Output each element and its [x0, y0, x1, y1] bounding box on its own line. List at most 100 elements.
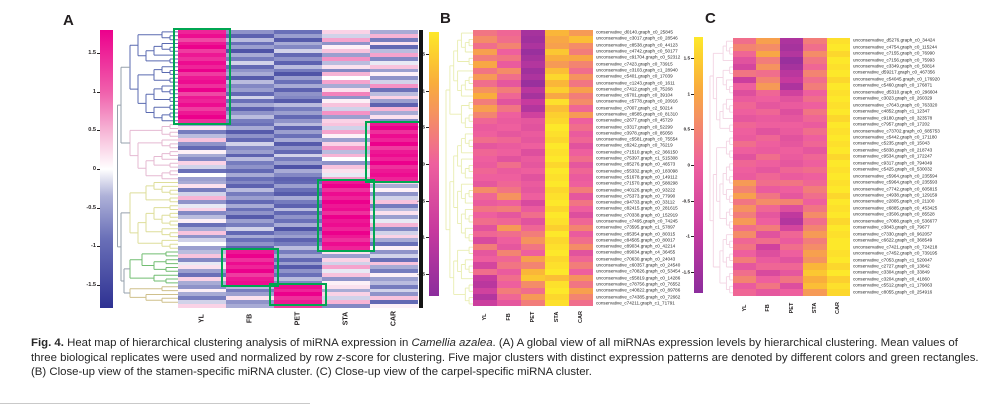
- heatmap-cell: [779, 198, 804, 206]
- heatmap-cell: [226, 95, 274, 100]
- heatmap-cell: [370, 280, 418, 285]
- colorbar-tick-mark: [426, 200, 429, 202]
- heatmap-cell: [803, 83, 827, 90]
- row-label: conservative_c5512.graph_c1_179063: [853, 283, 933, 289]
- heatmap-cell: [803, 160, 827, 167]
- heatmap-cell: [756, 83, 780, 90]
- heatmap-cell: [370, 60, 418, 65]
- heatmap-cell: [370, 296, 418, 301]
- heatmap-row: [178, 242, 418, 247]
- heatmap-cell: [497, 149, 521, 156]
- heatmap-row: [178, 76, 418, 81]
- heatmap-cell: [274, 207, 322, 212]
- heatmap-cell: [733, 179, 757, 187]
- colorbar-tick-label: -0.5: [86, 204, 96, 211]
- heatmap-cell: [473, 36, 497, 43]
- heatmap-cell: [178, 246, 226, 250]
- heatmap-cell: [733, 153, 757, 161]
- heatmap-cell: [569, 143, 593, 150]
- heatmap-cell: [756, 244, 780, 251]
- heatmap-cell: [274, 195, 322, 200]
- heatmap-cell: [274, 114, 322, 119]
- heatmap-cell: [545, 124, 569, 131]
- heatmap-cell: [370, 211, 418, 216]
- heatmap-cell: [521, 161, 545, 169]
- heatmap-cell: [370, 107, 418, 112]
- heatmap-cell: [569, 274, 593, 282]
- row-label: conservative_c6622.graph_c0_368549: [853, 237, 933, 243]
- heatmap-cell: [826, 134, 850, 141]
- heatmap-cell: [545, 281, 569, 288]
- heatmap-cell: [274, 211, 322, 216]
- row-label: unconservative_c73702.graph_c0_685753: [853, 128, 940, 134]
- heatmap-cell: [733, 224, 757, 232]
- heatmap-row: [178, 130, 418, 135]
- heatmap-cell: [178, 192, 226, 196]
- heatmap-cell: [497, 224, 521, 231]
- colorbar-tick-label: -1: [685, 233, 690, 239]
- row-label: conservative_c3978.graph_c0_85058: [596, 130, 673, 136]
- heatmap-cell: [733, 192, 757, 199]
- heatmap-cell: [322, 53, 370, 58]
- heatmap-cell: [473, 136, 497, 144]
- heatmap-cell: [226, 304, 274, 308]
- heatmap-cell: [569, 212, 593, 219]
- heatmap-cell: [274, 130, 322, 135]
- heatmap-cell: [545, 249, 569, 257]
- heatmap-cell: [733, 173, 757, 180]
- heatmap-cell: [370, 145, 418, 150]
- heatmap-cell: [473, 55, 497, 62]
- colorbar-tick-label: 1: [92, 88, 96, 95]
- colorbar-tick-mark: [691, 93, 694, 95]
- heatmap-cell: [756, 173, 780, 180]
- heatmap-cell: [274, 226, 322, 231]
- row-label: unconservative_c40822.graph_c0_89786: [596, 287, 681, 293]
- heatmap-cell: [473, 256, 497, 263]
- heatmap-cell: [370, 149, 418, 154]
- heatmap-cell: [826, 38, 850, 45]
- row-label: unconservative_c7088.graph_c0_536677: [853, 218, 938, 224]
- heatmap-cell: [826, 50, 850, 58]
- heatmap-cell: [779, 70, 804, 77]
- column-label-pet: PET: [788, 302, 795, 314]
- heatmap-cell: [226, 87, 274, 92]
- heatmap-row: [733, 95, 850, 103]
- heatmap-cell: [521, 136, 545, 144]
- row-label: conservative_c5235.graph_c0_15043: [853, 141, 930, 147]
- dendrogram-a: [117, 31, 178, 303]
- colorbar-b: [429, 32, 439, 296]
- row-label: conservative_c94733.graph_c0_33112: [596, 199, 675, 205]
- heatmap-cell: [569, 73, 593, 81]
- heatmap-cell: [803, 57, 827, 64]
- heatmap-cell: [733, 160, 757, 167]
- heatmap-cell: [322, 230, 370, 235]
- heatmap-cell: [803, 218, 827, 225]
- heatmap-cell: [473, 80, 497, 87]
- heatmap-cell: [756, 134, 780, 141]
- heatmap-cell: [803, 198, 827, 206]
- heatmap-cell: [370, 234, 418, 239]
- heatmap-cell: [826, 282, 850, 290]
- heatmap-cell: [545, 187, 569, 194]
- heatmap-cell: [473, 243, 497, 250]
- row-label: conservative_c8242.graph_c0_76219: [596, 143, 673, 149]
- heatmap-cell: [370, 76, 418, 81]
- heatmap-row: [733, 108, 850, 116]
- heatmap-cell: [178, 176, 226, 181]
- colorbar-tick-mark: [97, 246, 100, 248]
- heatmap-cell: [370, 49, 418, 54]
- heatmap-cell: [226, 230, 274, 235]
- heatmap-cell: [521, 155, 545, 162]
- heatmap-cell: [569, 86, 593, 93]
- heatmap-cell: [826, 70, 850, 77]
- colorbar-tick-label: 0.5: [88, 127, 96, 134]
- heatmap-row: [178, 269, 418, 274]
- heatmap-cell: [178, 103, 226, 108]
- heatmap-cell: [733, 57, 757, 64]
- heatmap-cell: [178, 253, 226, 258]
- heatmap-cell: [756, 102, 780, 109]
- row-label: unconservative_c4938.graph_c0_129159: [853, 192, 938, 198]
- heatmap-cell: [370, 37, 418, 42]
- heatmap-cell: [545, 149, 569, 156]
